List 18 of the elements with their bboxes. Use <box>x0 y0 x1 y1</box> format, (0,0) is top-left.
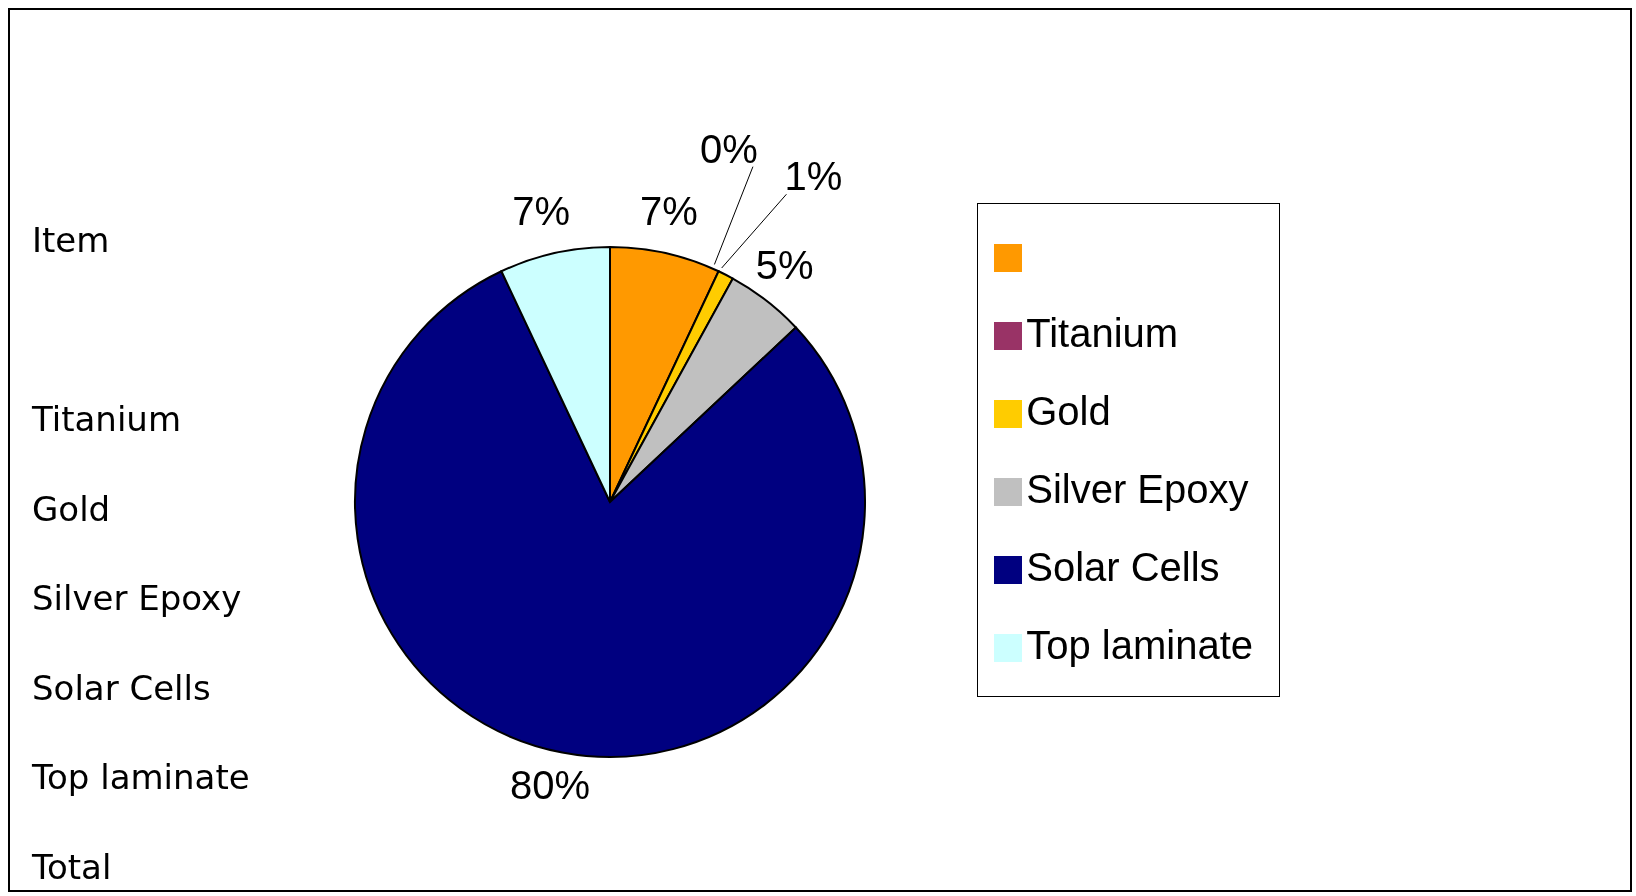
text: Top laminate <box>32 757 250 797</box>
data-label: 7% <box>512 189 570 234</box>
legend-label: Titanium <box>1026 311 1179 355</box>
data-label: 1% <box>784 154 843 199</box>
data-label: 7% <box>640 189 698 234</box>
legend-label: Gold <box>1026 389 1111 433</box>
text: Gold <box>32 488 111 529</box>
text: Total <box>32 846 112 887</box>
text: Titanium <box>32 399 181 439</box>
legend-label: Silver Epoxy <box>1026 467 1249 511</box>
data-label: 5% <box>755 243 814 288</box>
data-label: 80% <box>510 762 591 807</box>
legend-label: Solar Cells <box>1026 545 1220 589</box>
text: Silver Epoxy <box>32 578 242 618</box>
text: Item <box>32 220 110 260</box>
legend-label: Top laminate <box>1026 623 1253 667</box>
text: 0% <box>700 126 758 171</box>
text: Solar Cells <box>32 667 211 708</box>
